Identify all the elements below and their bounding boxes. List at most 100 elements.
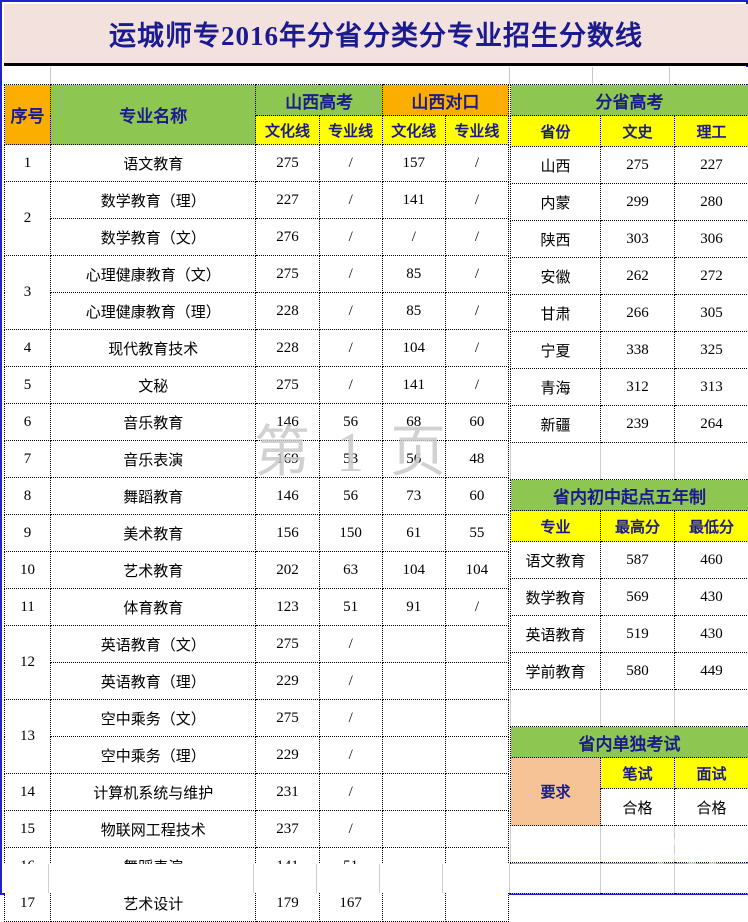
province-ligong-score: 306 bbox=[675, 221, 748, 258]
five-year-max-score: 587 bbox=[601, 542, 675, 579]
five-year-major-name: 英语教育 bbox=[511, 616, 601, 653]
gaokao-zhuanye-score: 150 bbox=[319, 515, 382, 552]
gaokao-zhuanye-score: / bbox=[319, 663, 382, 700]
five-year-major-name: 数学教育 bbox=[511, 579, 601, 616]
bottom-spacer-row bbox=[4, 864, 748, 893]
gaokao-zhuanye-score: 51 bbox=[319, 589, 382, 626]
separate-exam-value-written: 合格 bbox=[601, 789, 675, 826]
major-name: 音乐教育 bbox=[51, 404, 256, 441]
major-name: 语文教育 bbox=[51, 145, 256, 182]
duikou-zhuanye-score: / bbox=[445, 182, 508, 219]
spacer-cell bbox=[675, 826, 748, 862]
five-year-min-score: 430 bbox=[675, 579, 748, 616]
five-year-max-score: 580 bbox=[601, 653, 675, 690]
duikou-zhuanye-score bbox=[445, 811, 508, 848]
gaokao-zhuanye-score: 53 bbox=[319, 441, 382, 478]
separate-exam-header-interview: 面试 bbox=[675, 758, 748, 789]
row-index: 12 bbox=[5, 626, 51, 700]
row-index: 10 bbox=[5, 552, 51, 589]
separate-exam-table: 省内单独考试 要求 笔试 面试 合格 合格 bbox=[510, 726, 748, 826]
duikou-zhuanye-score: 60 bbox=[445, 478, 508, 515]
duikou-wenhua-score: 141 bbox=[382, 182, 445, 219]
table-row: 心理健康教育（理）228/85/ bbox=[5, 293, 509, 330]
province-ligong-score: 325 bbox=[675, 332, 748, 369]
duikou-zhuanye-score: 55 bbox=[445, 515, 508, 552]
gaokao-wenhua-score: 202 bbox=[256, 552, 319, 589]
duikou-wenhua-score: 157 bbox=[382, 145, 445, 182]
major-name: 物联网工程技术 bbox=[51, 811, 256, 848]
province-header-ligong: 理工 bbox=[675, 116, 748, 147]
spacer-cell bbox=[675, 690, 748, 726]
spacer-cell bbox=[511, 826, 601, 862]
five-year-max-score: 569 bbox=[601, 579, 675, 616]
table-row: 英语教育（理）229/ bbox=[5, 663, 509, 700]
gaokao-zhuanye-score: / bbox=[319, 811, 382, 848]
spacer-cell bbox=[601, 690, 675, 726]
province-name: 内蒙 bbox=[511, 184, 601, 221]
duikou-zhuanye-score: / bbox=[445, 256, 508, 293]
gaokao-zhuanye-score: / bbox=[319, 256, 382, 293]
province-ligong-score: 272 bbox=[675, 258, 748, 295]
gaokao-wenhua-score: 228 bbox=[256, 330, 319, 367]
spreadsheet-sheet: 运城师专2016年分省分类分专业招生分数线 序号 专业名称 山西高考 山西对口 … bbox=[0, 0, 748, 895]
gaokao-wenhua-score: 231 bbox=[256, 774, 319, 811]
province-name: 安徽 bbox=[511, 258, 601, 295]
row-index: 9 bbox=[5, 515, 51, 552]
five-year-min-score: 449 bbox=[675, 653, 748, 690]
duikou-zhuanye-score: 48 bbox=[445, 441, 508, 478]
province-wenshi-score: 262 bbox=[601, 258, 675, 295]
five-year-min-score: 430 bbox=[675, 616, 748, 653]
header-gaokao-zhuanye: 专业线 bbox=[319, 116, 382, 145]
separate-exam-value-interview: 合格 bbox=[675, 789, 748, 826]
major-name: 文秘 bbox=[51, 367, 256, 404]
major-name: 心理健康教育（理） bbox=[51, 293, 256, 330]
spacer-row-top bbox=[4, 67, 748, 84]
gaokao-wenhua-score: 228 bbox=[256, 293, 319, 330]
major-name: 心理健康教育（文） bbox=[51, 256, 256, 293]
duikou-wenhua-score bbox=[382, 663, 445, 700]
row-index: 8 bbox=[5, 478, 51, 515]
major-name: 计算机系统与维护 bbox=[51, 774, 256, 811]
duikou-wenhua-score bbox=[382, 626, 445, 663]
spacer-table-3 bbox=[510, 826, 748, 862]
province-wenshi-score: 299 bbox=[601, 184, 675, 221]
spacer-cell bbox=[511, 443, 601, 479]
row-index: 15 bbox=[5, 811, 51, 848]
duikou-wenhua-score: 85 bbox=[382, 256, 445, 293]
province-ligong-score: 264 bbox=[675, 406, 748, 443]
duikou-wenhua-score: 91 bbox=[382, 589, 445, 626]
province-name: 青海 bbox=[511, 369, 601, 406]
province-ligong-score: 313 bbox=[675, 369, 748, 406]
duikou-wenhua-score: 61 bbox=[382, 515, 445, 552]
gaokao-wenhua-score: 275 bbox=[256, 256, 319, 293]
spacer-cell bbox=[511, 690, 601, 726]
province-wenshi-score: 275 bbox=[601, 147, 675, 184]
province-name: 甘肃 bbox=[511, 295, 601, 332]
duikou-wenhua-score: 141 bbox=[382, 367, 445, 404]
gaokao-wenhua-score: 275 bbox=[256, 145, 319, 182]
gaokao-wenhua-score: 156 bbox=[256, 515, 319, 552]
major-name: 空中乘务（文） bbox=[51, 700, 256, 737]
spacer-table-1 bbox=[510, 443, 748, 479]
row-index: 3 bbox=[5, 256, 51, 330]
gaokao-zhuanye-score: / bbox=[319, 182, 382, 219]
header-group-shanxi-gaokao: 山西高考 bbox=[256, 85, 382, 116]
row-index: 7 bbox=[5, 441, 51, 478]
